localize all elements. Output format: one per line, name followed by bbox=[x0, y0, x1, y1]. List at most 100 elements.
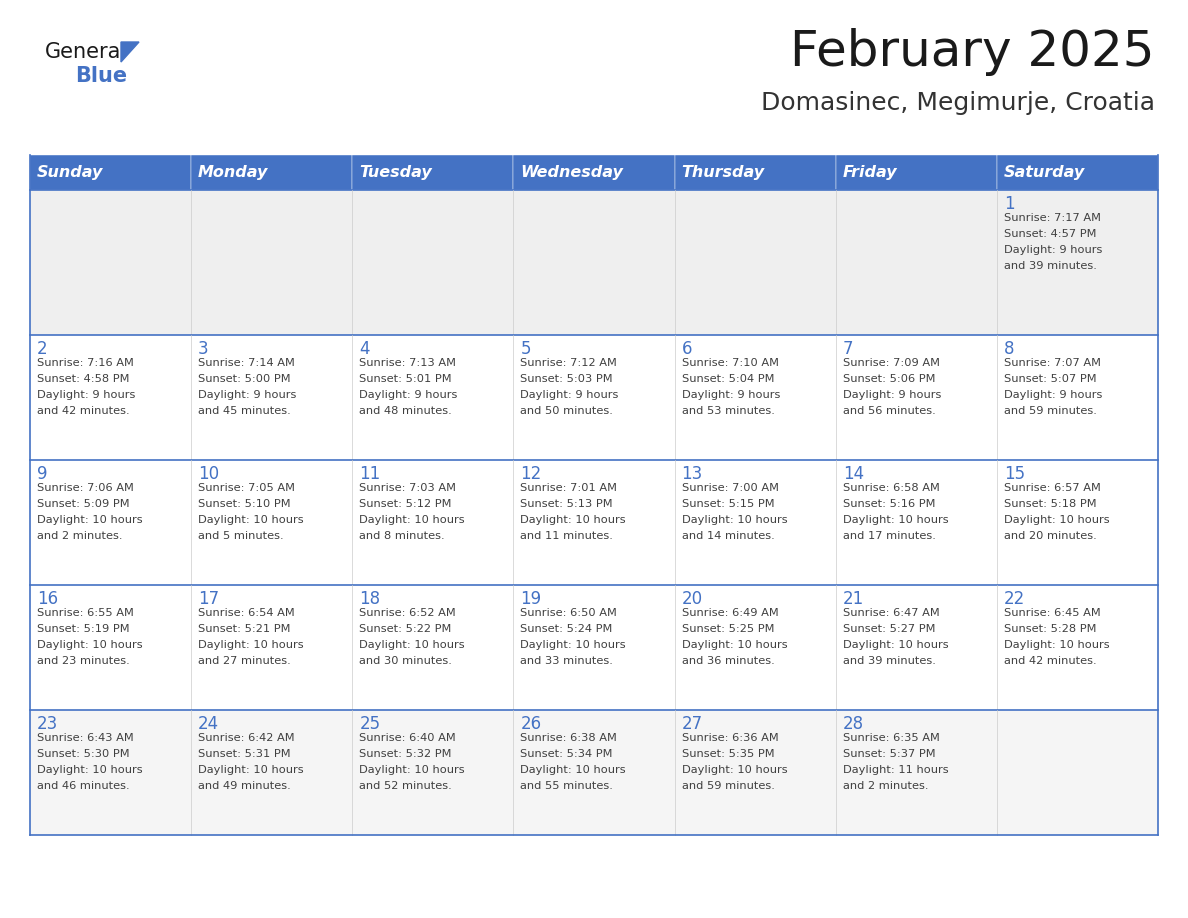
Bar bbox=[353, 335, 513, 460]
Text: and 8 minutes.: and 8 minutes. bbox=[359, 531, 446, 541]
Text: Friday: Friday bbox=[842, 165, 897, 180]
Text: Sunset: 5:00 PM: Sunset: 5:00 PM bbox=[198, 374, 291, 384]
Text: Sunset: 5:04 PM: Sunset: 5:04 PM bbox=[682, 374, 775, 384]
Text: and 36 minutes.: and 36 minutes. bbox=[682, 656, 775, 666]
Text: and 49 minutes.: and 49 minutes. bbox=[198, 781, 291, 791]
Text: 2: 2 bbox=[37, 340, 48, 358]
Text: Daylight: 10 hours: Daylight: 10 hours bbox=[682, 515, 788, 525]
Text: Sunset: 5:30 PM: Sunset: 5:30 PM bbox=[37, 749, 129, 759]
Text: 11: 11 bbox=[359, 465, 380, 483]
Bar bbox=[997, 155, 1158, 190]
Text: Daylight: 9 hours: Daylight: 9 hours bbox=[198, 390, 297, 400]
Bar bbox=[997, 710, 1158, 835]
Bar bbox=[835, 155, 997, 190]
Text: and 20 minutes.: and 20 minutes. bbox=[1004, 531, 1097, 541]
Bar bbox=[191, 585, 353, 710]
Text: 5: 5 bbox=[520, 340, 531, 358]
Bar bbox=[835, 460, 997, 585]
Text: Sunrise: 6:35 AM: Sunrise: 6:35 AM bbox=[842, 733, 940, 743]
Bar bbox=[353, 710, 513, 835]
Bar bbox=[30, 460, 191, 585]
Bar bbox=[353, 585, 513, 710]
Text: and 59 minutes.: and 59 minutes. bbox=[1004, 406, 1097, 416]
Text: Sunrise: 7:05 AM: Sunrise: 7:05 AM bbox=[198, 483, 295, 493]
Text: Daylight: 10 hours: Daylight: 10 hours bbox=[1004, 515, 1110, 525]
Bar bbox=[513, 190, 675, 335]
Text: Tuesday: Tuesday bbox=[359, 165, 432, 180]
Text: Sunset: 4:57 PM: Sunset: 4:57 PM bbox=[1004, 229, 1097, 239]
Text: and 53 minutes.: and 53 minutes. bbox=[682, 406, 775, 416]
Bar bbox=[997, 335, 1158, 460]
Text: and 27 minutes.: and 27 minutes. bbox=[198, 656, 291, 666]
Text: Sunset: 5:35 PM: Sunset: 5:35 PM bbox=[682, 749, 775, 759]
Text: Sunset: 5:09 PM: Sunset: 5:09 PM bbox=[37, 499, 129, 509]
Text: 27: 27 bbox=[682, 715, 702, 733]
Text: Daylight: 10 hours: Daylight: 10 hours bbox=[198, 515, 304, 525]
Text: 13: 13 bbox=[682, 465, 703, 483]
Text: Daylight: 10 hours: Daylight: 10 hours bbox=[682, 765, 788, 775]
Text: 7: 7 bbox=[842, 340, 853, 358]
Text: Sunset: 5:32 PM: Sunset: 5:32 PM bbox=[359, 749, 451, 759]
Text: Sunrise: 6:38 AM: Sunrise: 6:38 AM bbox=[520, 733, 618, 743]
Text: and 42 minutes.: and 42 minutes. bbox=[1004, 656, 1097, 666]
Bar bbox=[513, 335, 675, 460]
Polygon shape bbox=[121, 42, 139, 62]
Text: Sunset: 5:22 PM: Sunset: 5:22 PM bbox=[359, 624, 451, 634]
Text: and 45 minutes.: and 45 minutes. bbox=[198, 406, 291, 416]
Text: 14: 14 bbox=[842, 465, 864, 483]
Text: 9: 9 bbox=[37, 465, 48, 483]
Bar bbox=[675, 585, 835, 710]
Text: Daylight: 9 hours: Daylight: 9 hours bbox=[1004, 245, 1102, 255]
Text: 15: 15 bbox=[1004, 465, 1025, 483]
Text: 1: 1 bbox=[1004, 195, 1015, 213]
Bar bbox=[513, 155, 675, 190]
Text: and 56 minutes.: and 56 minutes. bbox=[842, 406, 935, 416]
Text: Sunset: 5:31 PM: Sunset: 5:31 PM bbox=[198, 749, 291, 759]
Text: and 11 minutes.: and 11 minutes. bbox=[520, 531, 613, 541]
Text: 10: 10 bbox=[198, 465, 220, 483]
Text: Daylight: 9 hours: Daylight: 9 hours bbox=[37, 390, 135, 400]
Bar bbox=[30, 710, 191, 835]
Text: and 39 minutes.: and 39 minutes. bbox=[842, 656, 936, 666]
Text: 24: 24 bbox=[198, 715, 220, 733]
Text: 22: 22 bbox=[1004, 590, 1025, 608]
Bar bbox=[513, 585, 675, 710]
Text: Sunset: 5:01 PM: Sunset: 5:01 PM bbox=[359, 374, 451, 384]
Text: and 39 minutes.: and 39 minutes. bbox=[1004, 261, 1097, 271]
Text: and 30 minutes.: and 30 minutes. bbox=[359, 656, 453, 666]
Bar bbox=[675, 710, 835, 835]
Text: Daylight: 10 hours: Daylight: 10 hours bbox=[359, 765, 465, 775]
Text: 6: 6 bbox=[682, 340, 693, 358]
Text: Thursday: Thursday bbox=[682, 165, 765, 180]
Text: Daylight: 10 hours: Daylight: 10 hours bbox=[520, 515, 626, 525]
Text: 19: 19 bbox=[520, 590, 542, 608]
Text: and 50 minutes.: and 50 minutes. bbox=[520, 406, 613, 416]
Text: and 59 minutes.: and 59 minutes. bbox=[682, 781, 775, 791]
Bar bbox=[191, 710, 353, 835]
Text: Sunrise: 6:49 AM: Sunrise: 6:49 AM bbox=[682, 608, 778, 618]
Text: Saturday: Saturday bbox=[1004, 165, 1085, 180]
Text: Sunset: 5:19 PM: Sunset: 5:19 PM bbox=[37, 624, 129, 634]
Text: Sunrise: 7:17 AM: Sunrise: 7:17 AM bbox=[1004, 213, 1101, 223]
Text: Daylight: 10 hours: Daylight: 10 hours bbox=[359, 640, 465, 650]
Text: 17: 17 bbox=[198, 590, 220, 608]
Text: Daylight: 9 hours: Daylight: 9 hours bbox=[842, 390, 941, 400]
Text: and 46 minutes.: and 46 minutes. bbox=[37, 781, 129, 791]
Text: 18: 18 bbox=[359, 590, 380, 608]
Bar bbox=[30, 155, 191, 190]
Text: Sunrise: 7:07 AM: Sunrise: 7:07 AM bbox=[1004, 358, 1101, 368]
Bar bbox=[191, 335, 353, 460]
Text: Daylight: 11 hours: Daylight: 11 hours bbox=[842, 765, 948, 775]
Text: and 17 minutes.: and 17 minutes. bbox=[842, 531, 936, 541]
Bar bbox=[30, 585, 191, 710]
Text: Sunrise: 7:14 AM: Sunrise: 7:14 AM bbox=[198, 358, 295, 368]
Text: Sunset: 5:24 PM: Sunset: 5:24 PM bbox=[520, 624, 613, 634]
Text: Daylight: 10 hours: Daylight: 10 hours bbox=[359, 515, 465, 525]
Text: and 2 minutes.: and 2 minutes. bbox=[842, 781, 928, 791]
Bar bbox=[675, 460, 835, 585]
Text: Blue: Blue bbox=[75, 66, 127, 86]
Text: Sunset: 5:03 PM: Sunset: 5:03 PM bbox=[520, 374, 613, 384]
Text: Sunset: 5:18 PM: Sunset: 5:18 PM bbox=[1004, 499, 1097, 509]
Text: 28: 28 bbox=[842, 715, 864, 733]
Bar bbox=[835, 585, 997, 710]
